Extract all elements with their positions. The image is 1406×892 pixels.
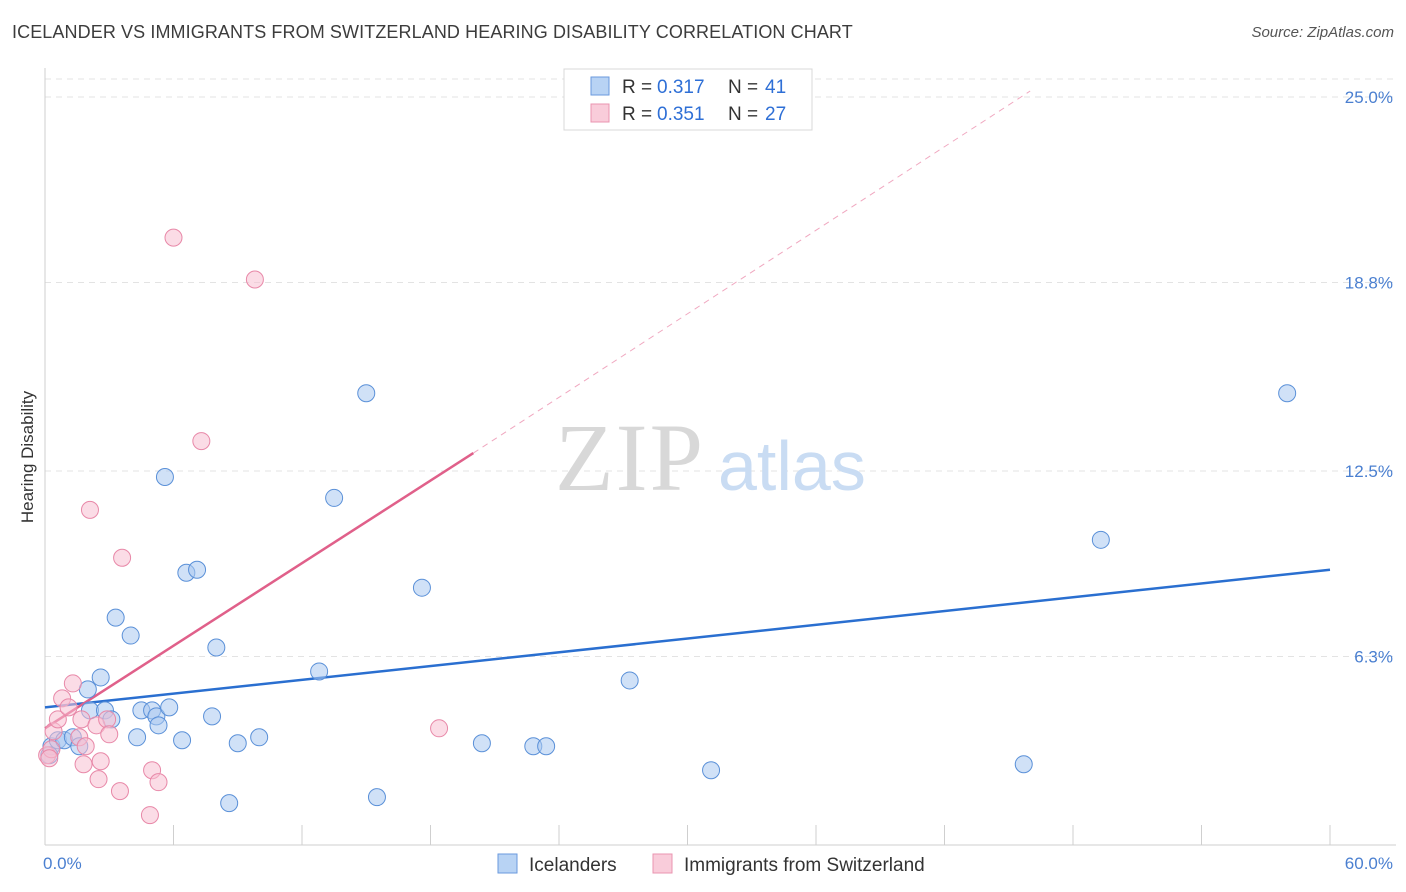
legend-n-label-1: N = [728, 104, 758, 125]
point-1-25 [430, 719, 449, 738]
point-1-10 [76, 737, 95, 756]
watermark: ZIP atlas [555, 404, 866, 511]
watermark-atlas: atlas [718, 427, 866, 505]
point-0-16 [149, 716, 168, 735]
legend: R = 0.317 N = 41 R = 0.351 N = 27 [563, 68, 813, 131]
bottom-legend-label-switzerland: Immigrants from Switzerland [684, 855, 925, 876]
axes [44, 68, 1396, 846]
x-tick-label-max: 60.0% [1345, 854, 1393, 873]
point-1-16 [100, 725, 119, 744]
point-0-25 [228, 734, 247, 753]
bottom-legend-label-icelanders: Icelanders [529, 855, 617, 876]
legend-n-label-0: N = [728, 77, 758, 98]
chart-source: Source: ZipAtlas.com [1251, 24, 1394, 41]
point-0-18 [160, 698, 179, 717]
point-0-7 [91, 668, 110, 687]
point-0-37 [1014, 755, 1033, 774]
legend-r-value-0: 0.317 [657, 77, 705, 98]
point-0-34 [537, 737, 556, 756]
y-axis-label: Hearing Disability [18, 390, 37, 523]
point-0-31 [412, 578, 431, 597]
x-tick-label-min: 0.0% [43, 854, 82, 873]
point-1-19 [140, 806, 159, 825]
chart-title: ICELANDER VS IMMIGRANTS FROM SWITZERLAND… [12, 22, 853, 42]
legend-n-value-0: 41 [765, 77, 786, 98]
legend-r-label-1: R = [622, 104, 652, 125]
point-0-28 [325, 488, 344, 507]
point-0-23 [207, 638, 226, 657]
point-0-35 [620, 671, 639, 690]
y-tick-label-3: 25.0% [1345, 88, 1393, 107]
y-tick-label-2: 18.8% [1345, 274, 1393, 293]
legend-r-label-0: R = [622, 77, 652, 98]
point-1-26 [40, 749, 59, 768]
legend-n-value-1: 27 [765, 104, 786, 125]
legend-swatch-switzerland [590, 103, 610, 123]
point-0-19 [173, 731, 192, 750]
legend-swatch-icelanders [590, 76, 610, 96]
point-0-10 [106, 608, 125, 627]
y-tick-label-1: 12.5% [1345, 462, 1393, 481]
x-tick-labels: 0.0% 60.0% [43, 854, 1393, 873]
data-points [38, 228, 1297, 825]
point-1-24 [245, 270, 264, 289]
point-1-17 [110, 782, 129, 801]
y-tick-labels: 6.3% 12.5% 18.8% 25.0% [1345, 88, 1393, 667]
point-0-32 [472, 734, 491, 753]
point-0-36 [702, 761, 721, 780]
point-0-5 [78, 680, 97, 699]
bottom-legend-swatch-switzerland [652, 853, 673, 874]
point-1-22 [164, 228, 183, 247]
trend-line-1 [44, 451, 475, 730]
point-1-6 [63, 674, 82, 693]
point-0-39 [1278, 384, 1297, 403]
legend-r-value-1: 0.351 [657, 104, 705, 125]
point-1-5 [59, 698, 78, 717]
point-1-14 [91, 752, 110, 771]
point-1-15 [98, 710, 117, 729]
y-tick-label-0: 6.3% [1354, 648, 1393, 667]
point-1-23 [192, 432, 211, 451]
point-1-18 [113, 548, 132, 567]
point-0-12 [128, 728, 147, 747]
point-0-30 [367, 788, 386, 807]
point-1-9 [74, 755, 93, 774]
point-0-22 [203, 707, 222, 726]
point-0-24 [220, 794, 239, 813]
point-0-38 [1091, 530, 1110, 549]
point-0-17 [155, 467, 174, 486]
trend-lines [44, 90, 1331, 730]
bottom-legend: Icelanders Immigrants from Switzerland [497, 853, 925, 876]
point-1-8 [72, 710, 91, 729]
point-1-13 [89, 770, 108, 789]
watermark-zip: ZIP [555, 404, 705, 511]
point-1-3 [48, 710, 67, 729]
point-0-21 [188, 560, 207, 579]
point-1-21 [149, 773, 168, 792]
trend-line-0 [44, 568, 1331, 709]
point-1-11 [80, 500, 99, 519]
point-0-29 [357, 384, 376, 403]
bottom-legend-swatch-icelanders [497, 853, 518, 874]
point-0-26 [250, 728, 269, 747]
grid [45, 78, 1396, 658]
trend-line-extension-1 [473, 90, 1031, 454]
point-0-27 [310, 662, 329, 681]
point-0-11 [121, 626, 140, 645]
